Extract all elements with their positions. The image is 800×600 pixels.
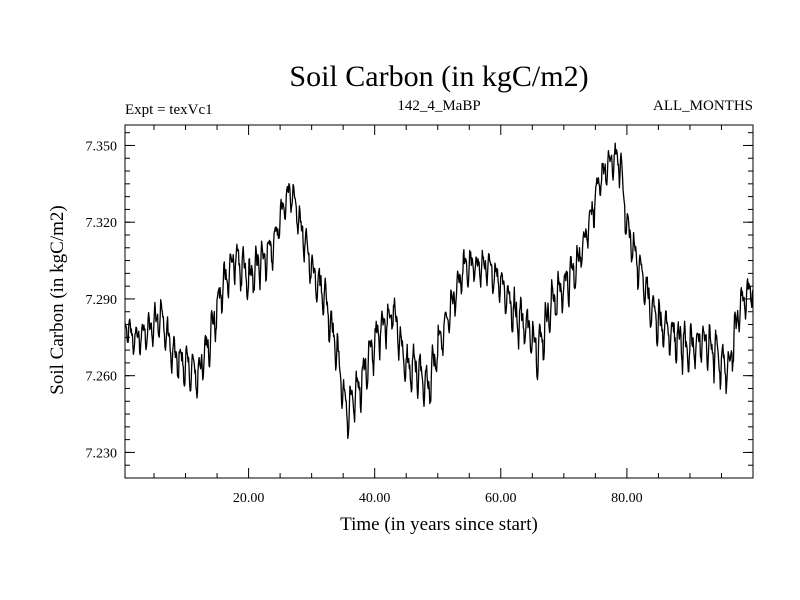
y-tick-label: 7.260	[86, 370, 118, 385]
y-axis-title: Soil Carbon (in kgC/m2)	[47, 205, 68, 394]
period-label: 142_4_MaBP	[397, 98, 480, 114]
y-tick-label: 7.350	[86, 139, 118, 154]
x-tick-label: 20.00	[233, 491, 265, 506]
months-label: ALL_MONTHS	[653, 98, 753, 114]
x-tick-label: 60.00	[485, 491, 517, 506]
experiment-label: Expt = texVc1	[125, 102, 213, 118]
x-tick-label: 40.00	[359, 491, 391, 506]
y-tick-label: 7.290	[86, 293, 118, 308]
x-axis-title: Time (in years since start)	[340, 514, 538, 535]
x-tick-label: 80.00	[611, 491, 643, 506]
y-tick-label: 7.230	[86, 446, 118, 461]
chart-title: Soil Carbon (in kgC/m2)	[289, 60, 588, 93]
plot-frame	[124, 124, 754, 479]
axis-tick-labels: 20.00 40.00 60.00 80.00 7.230 7.260 7.290 7.320…	[86, 139, 643, 506]
y-tick-label: 7.320	[86, 216, 118, 231]
series-line-soil-carbon	[124, 142, 754, 440]
